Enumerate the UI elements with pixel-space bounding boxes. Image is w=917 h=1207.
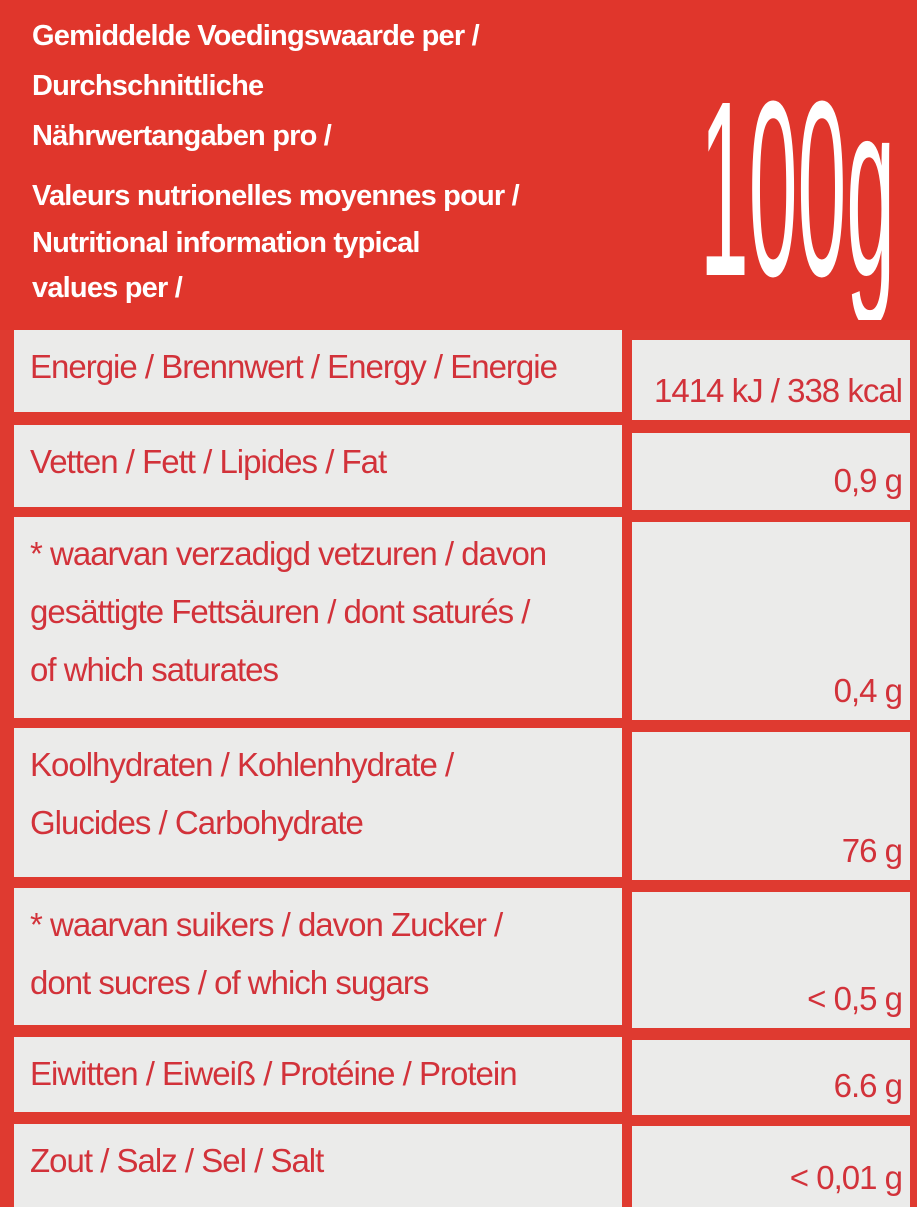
nutrient-label: Koolhydraten / Kohlenhydrate / (30, 746, 454, 783)
nutrient-value: 6.6 g (833, 1067, 903, 1104)
per-amount: 100g (700, 70, 895, 320)
nutrient-label-cell: * waarvan verzadigd vetzuren / davon gesä… (14, 517, 622, 718)
nutrient-value-cell: < 0,01 g (632, 1126, 910, 1207)
nutrient-value: 0,9 g (833, 462, 903, 499)
nutrient-value-cell: 0,9 g (632, 433, 910, 510)
nutrient-value: < 0,5 g (807, 980, 903, 1017)
nutrient-label-cell: Koolhydraten / Kohlenhydrate / Glucides /… (14, 728, 622, 877)
nutrient-label: of which saturates (30, 651, 279, 688)
nutrient-label-cell: Energie / Brennwert / Energy / Energie (14, 330, 622, 412)
nutrient-label: * waarvan verzadigd vetzuren / davon (30, 535, 547, 572)
nutrient-value-cell: 0,4 g (632, 522, 910, 720)
nutrient-label: * waarvan suikers / davon Zucker / (30, 906, 503, 943)
nutrient-value-cell: < 0,5 g (632, 892, 910, 1028)
nutrient-label: Glucides / Carbohydrate (30, 804, 364, 841)
nutrient-value: 76 g (841, 832, 903, 869)
nutrient-value: 1414 kJ / 338 kcal (654, 372, 903, 409)
nutrient-value: < 0,01 g (789, 1159, 903, 1196)
nutrient-value-cell: 1414 kJ / 338 kcal (632, 340, 910, 420)
nutrient-label: Eiwitten / Eiweiß / Protéine / Protein (30, 1055, 518, 1092)
header-line: Gemiddelde Voedingswaarde per / (32, 20, 480, 52)
header-line: Nutritional information typical (32, 227, 420, 259)
nutrient-label: Energie / Brennwert / Energy / Energie (30, 348, 558, 385)
header-line: Valeurs nutrionelles moyennes pour / (32, 180, 520, 212)
nutrient-label: Vetten / Fett / Lipides / Fat (30, 443, 387, 480)
nutrient-label-cell: Eiwitten / Eiweiß / Protéine / Protein (14, 1037, 622, 1112)
nutrient-label: gesättigte Fettsäuren / dont saturés / (30, 593, 530, 630)
header-line: Durchschnittliche (32, 70, 264, 102)
header-line: Nährwertangaben pro / (32, 120, 332, 152)
header-line: values per / (32, 272, 183, 304)
label-header: Gemiddelde Voedingswaarde per / Durchsch… (0, 0, 917, 330)
nutrient-value-cell: 76 g (632, 732, 910, 880)
nutrient-value: 0,4 g (833, 672, 903, 709)
nutrient-label-cell: * waarvan suikers / davon Zucker / dont s… (14, 888, 622, 1025)
nutrient-label: Zout / Salz / Sel / Salt (30, 1142, 324, 1179)
nutrient-label: dont sucres / of which sugars (30, 964, 429, 1001)
nutrient-label-cell: Vetten / Fett / Lipides / Fat (14, 425, 622, 507)
nutrient-label-cell: Zout / Salz / Sel / Salt (14, 1124, 622, 1207)
nutrient-value-cell: 6.6 g (632, 1040, 910, 1115)
per-amount-text: 100g (700, 70, 895, 320)
